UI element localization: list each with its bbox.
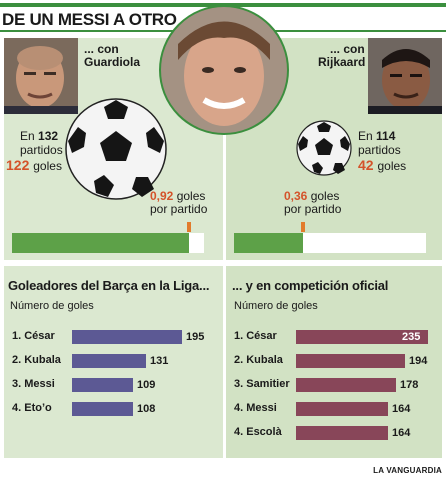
messi-photo: [158, 4, 290, 136]
bar-label: 4. Eto’o: [12, 402, 52, 414]
bar-label: 1. César: [234, 330, 277, 342]
official-chart-title: ... y en competición oficial: [232, 278, 389, 293]
bar: [296, 426, 388, 440]
rijkaard-ratio-bar: [234, 233, 426, 253]
matches-prefix: En: [358, 129, 373, 143]
league-chart-subtitle: Número de goles: [10, 300, 94, 312]
bar-value: 178: [400, 379, 419, 391]
bar-label: 4. Escolà: [234, 426, 282, 438]
bar: [72, 402, 133, 416]
bar-value: 109: [137, 379, 156, 391]
bar-value: 108: [137, 403, 156, 415]
bar-value: 164: [392, 427, 411, 439]
guardiola-photo: [4, 38, 78, 114]
bar: [296, 354, 405, 368]
bar-value: 235: [402, 331, 421, 343]
guardiola-ratio-label: por partido: [150, 202, 208, 216]
bar-value: 164: [392, 403, 411, 415]
guardiola-caption-2: Guardiola: [84, 55, 141, 69]
bar: [296, 402, 388, 416]
rijkaard-goals-value: 42: [358, 157, 374, 173]
rijkaard-photo: [368, 38, 442, 114]
bar: [296, 378, 396, 392]
matches-prefix: En: [20, 129, 35, 143]
guardiola-goals-label: goles: [33, 159, 62, 173]
source-credit: LA VANGUARDIA: [373, 466, 442, 475]
guardiola-ratio-unit: goles: [176, 189, 206, 203]
rijkaard-goals-label: goles: [377, 159, 407, 173]
guardiola-matches-value: 132: [38, 129, 59, 143]
rijkaard-ratio-line: 0,36 goles: [284, 190, 339, 203]
page-title: DE UN MESSI A OTRO: [2, 10, 177, 29]
guardiola-ratio-marker: [187, 222, 191, 232]
guardiola-matches-label: partidos: [20, 143, 63, 157]
league-chart-title: Goleadores del Barça en la Liga...: [8, 278, 210, 293]
rijkaard-matches-label: partidos: [358, 143, 401, 157]
guardiola-matches-line: En 132: [20, 130, 58, 143]
soccer-ball-large-icon: [64, 97, 168, 201]
rijkaard-caption-1: ... con: [330, 42, 365, 56]
bar-label: 2. Kubala: [12, 354, 61, 366]
guardiola-ratio-line: 0,92 goles: [150, 190, 205, 203]
bar: [72, 330, 182, 344]
guardiola-caption-1: ... con: [84, 42, 119, 56]
bar-value: 195: [186, 331, 205, 343]
rijkaard-ratio-label: por partido: [284, 202, 342, 216]
rijkaard-goals-line: 42 goles: [358, 157, 406, 173]
rijkaard-ratio-marker: [301, 222, 305, 232]
bar-label: 2. Kubala: [234, 354, 283, 366]
guardiola-goals-value: 122: [6, 157, 30, 173]
guardiola-goals-line: 122 goles: [6, 157, 62, 173]
bar: [72, 354, 146, 368]
guardiola-ratio-bar: [12, 233, 204, 253]
rijkaard-ratio-fill: [234, 233, 303, 253]
official-chart-subtitle: Número de goles: [234, 300, 318, 312]
official-bar-chart: 1. César 235 2. Kubala 194 3. Samitier 178 4. …: [226, 330, 442, 458]
rijkaard-matches-value: 114: [376, 129, 396, 143]
league-bar-chart: 1. César 195 2. Kubala 131 3. Messi 109 4. Eto…: [4, 330, 223, 450]
guardiola-ratio-value: 0,92: [150, 189, 174, 203]
rijkaard-ratio-value: 0,36: [284, 189, 308, 203]
bar-label: 1. César: [12, 330, 55, 342]
bar: [72, 378, 133, 392]
guardiola-ratio-fill: [12, 233, 189, 253]
bar-label: 3. Samitier: [234, 378, 290, 390]
bar-label: 4. Messi: [234, 402, 277, 414]
rijkaard-matches-line: En 114: [358, 130, 395, 143]
bar-label: 3. Messi: [12, 378, 55, 390]
bar-value: 131: [150, 355, 169, 367]
soccer-ball-small-icon: [296, 120, 352, 176]
bar: [296, 330, 428, 344]
rijkaard-ratio-unit: goles: [310, 189, 340, 203]
bar-value: 194: [409, 355, 428, 367]
top-rule: [0, 3, 446, 7]
rijkaard-caption-2: Rijkaard: [318, 55, 366, 69]
